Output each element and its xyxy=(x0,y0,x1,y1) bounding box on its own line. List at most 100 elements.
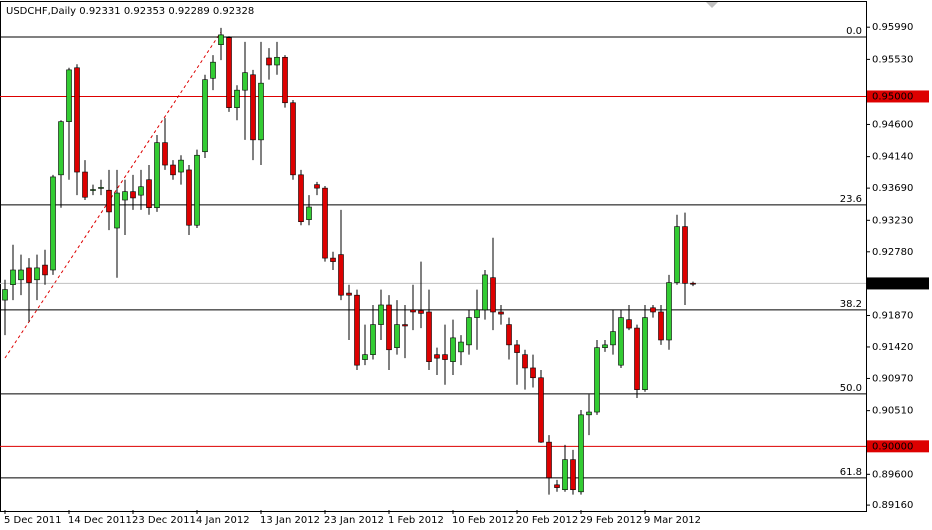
candle-body xyxy=(690,282,696,285)
candle-body xyxy=(666,282,672,341)
candle-body xyxy=(306,206,312,220)
candle-body xyxy=(114,192,120,229)
x-tick-label: 10 Feb 2012 xyxy=(452,515,514,526)
candle-body xyxy=(330,257,336,262)
candle-body xyxy=(658,311,664,341)
candle-body xyxy=(490,277,496,313)
plot-frame xyxy=(0,1,867,512)
candle-body xyxy=(226,37,232,108)
fib-label: 61.8 xyxy=(840,467,862,478)
candle-body xyxy=(10,269,16,285)
y-tick-label: 0.91420 xyxy=(872,342,913,353)
candle-body xyxy=(602,344,608,348)
candle-body xyxy=(546,441,552,479)
candle-body xyxy=(362,354,368,360)
candle-body xyxy=(2,289,8,301)
candle-body xyxy=(394,324,400,348)
candle-body xyxy=(450,337,456,362)
candle-body xyxy=(626,319,632,329)
candle-body xyxy=(258,82,264,141)
candle-body xyxy=(210,61,216,79)
candle-body xyxy=(194,154,200,226)
level-label: 0.95000 xyxy=(872,91,913,102)
y-tick-label: 0.95990 xyxy=(872,22,913,33)
y-tick-label: 0.89160 xyxy=(872,500,913,511)
candle-body xyxy=(482,274,488,311)
candle-body xyxy=(234,89,240,108)
candle-body xyxy=(170,164,176,176)
y-tick-label: 0.94140 xyxy=(872,152,913,163)
level-label: 0.90000 xyxy=(872,441,913,452)
x-tick-label: 29 Feb 2012 xyxy=(580,515,642,526)
x-tick-label: 1 Feb 2012 xyxy=(388,515,444,526)
y-tick-label: 0.94600 xyxy=(872,119,913,130)
y-tick-label: 0.91870 xyxy=(872,310,913,321)
candle-body xyxy=(186,169,192,226)
candle-body xyxy=(34,267,40,281)
y-tick-label: 0.90510 xyxy=(872,406,913,417)
candle-body xyxy=(290,102,296,176)
current-price-box xyxy=(867,277,929,290)
candle-body xyxy=(442,354,448,360)
candle-body xyxy=(370,324,376,355)
candle-body xyxy=(674,226,680,283)
candle-body xyxy=(90,189,96,191)
candle-body xyxy=(586,411,592,416)
x-tick-label: 23 Jan 2012 xyxy=(324,515,384,526)
candle-body xyxy=(570,459,576,491)
candle-body xyxy=(642,317,648,390)
y-tick-label: 0.90970 xyxy=(872,373,913,384)
candle-body xyxy=(26,267,32,283)
current-price-label: 0.92328 xyxy=(872,278,913,289)
candle-body xyxy=(474,309,480,318)
candle-body xyxy=(506,324,512,346)
candle-body xyxy=(554,484,560,488)
candle-body xyxy=(594,347,600,413)
candle-body xyxy=(266,57,272,66)
candle-body xyxy=(378,304,384,325)
candle-body xyxy=(498,311,504,315)
candle-body xyxy=(250,74,256,141)
fib-label: 50.0 xyxy=(840,383,862,394)
candle-body xyxy=(146,179,152,209)
x-tick-label: 14 Dec 2011 xyxy=(68,515,132,526)
y-tick-label: 0.93230 xyxy=(872,215,913,226)
candle-body xyxy=(530,367,536,379)
fib-label: 38.2 xyxy=(840,299,862,310)
candle-body xyxy=(578,414,584,493)
candle-body xyxy=(322,187,328,259)
candle-body xyxy=(130,191,136,199)
fib-label: 0.0 xyxy=(846,26,862,37)
x-tick-label: 23 Dec 2011 xyxy=(132,515,196,526)
candle-body xyxy=(154,142,160,209)
candle-body xyxy=(418,310,424,314)
candle-body xyxy=(242,72,248,91)
candle-body xyxy=(202,79,208,153)
x-tick-label: 20 Feb 2012 xyxy=(516,515,578,526)
candle-body xyxy=(338,254,344,296)
candle-body xyxy=(410,309,416,313)
candle-body xyxy=(538,377,544,443)
candle-body xyxy=(514,344,520,353)
y-tick-label: 0.92780 xyxy=(872,247,913,258)
candle-body xyxy=(346,292,352,296)
candle-body xyxy=(466,317,472,346)
level-box xyxy=(867,440,929,453)
x-tick-label: 9 Mar 2012 xyxy=(644,515,701,526)
candle-body xyxy=(298,174,304,223)
candle-body xyxy=(618,317,624,366)
y-tick-label: 0.93690 xyxy=(872,183,913,194)
candle-body xyxy=(682,226,688,284)
candle-body xyxy=(178,159,184,173)
x-tick-label: 4 Jan 2012 xyxy=(196,515,250,526)
candle-body xyxy=(106,189,112,213)
candle-body xyxy=(426,311,432,362)
y-tick-label: 0.89600 xyxy=(872,469,913,480)
candle-body xyxy=(18,269,24,281)
candle-body xyxy=(562,459,568,491)
candle-body xyxy=(42,264,48,276)
candle-body xyxy=(274,56,280,66)
candle-body xyxy=(58,121,64,176)
candle-body xyxy=(66,69,72,122)
